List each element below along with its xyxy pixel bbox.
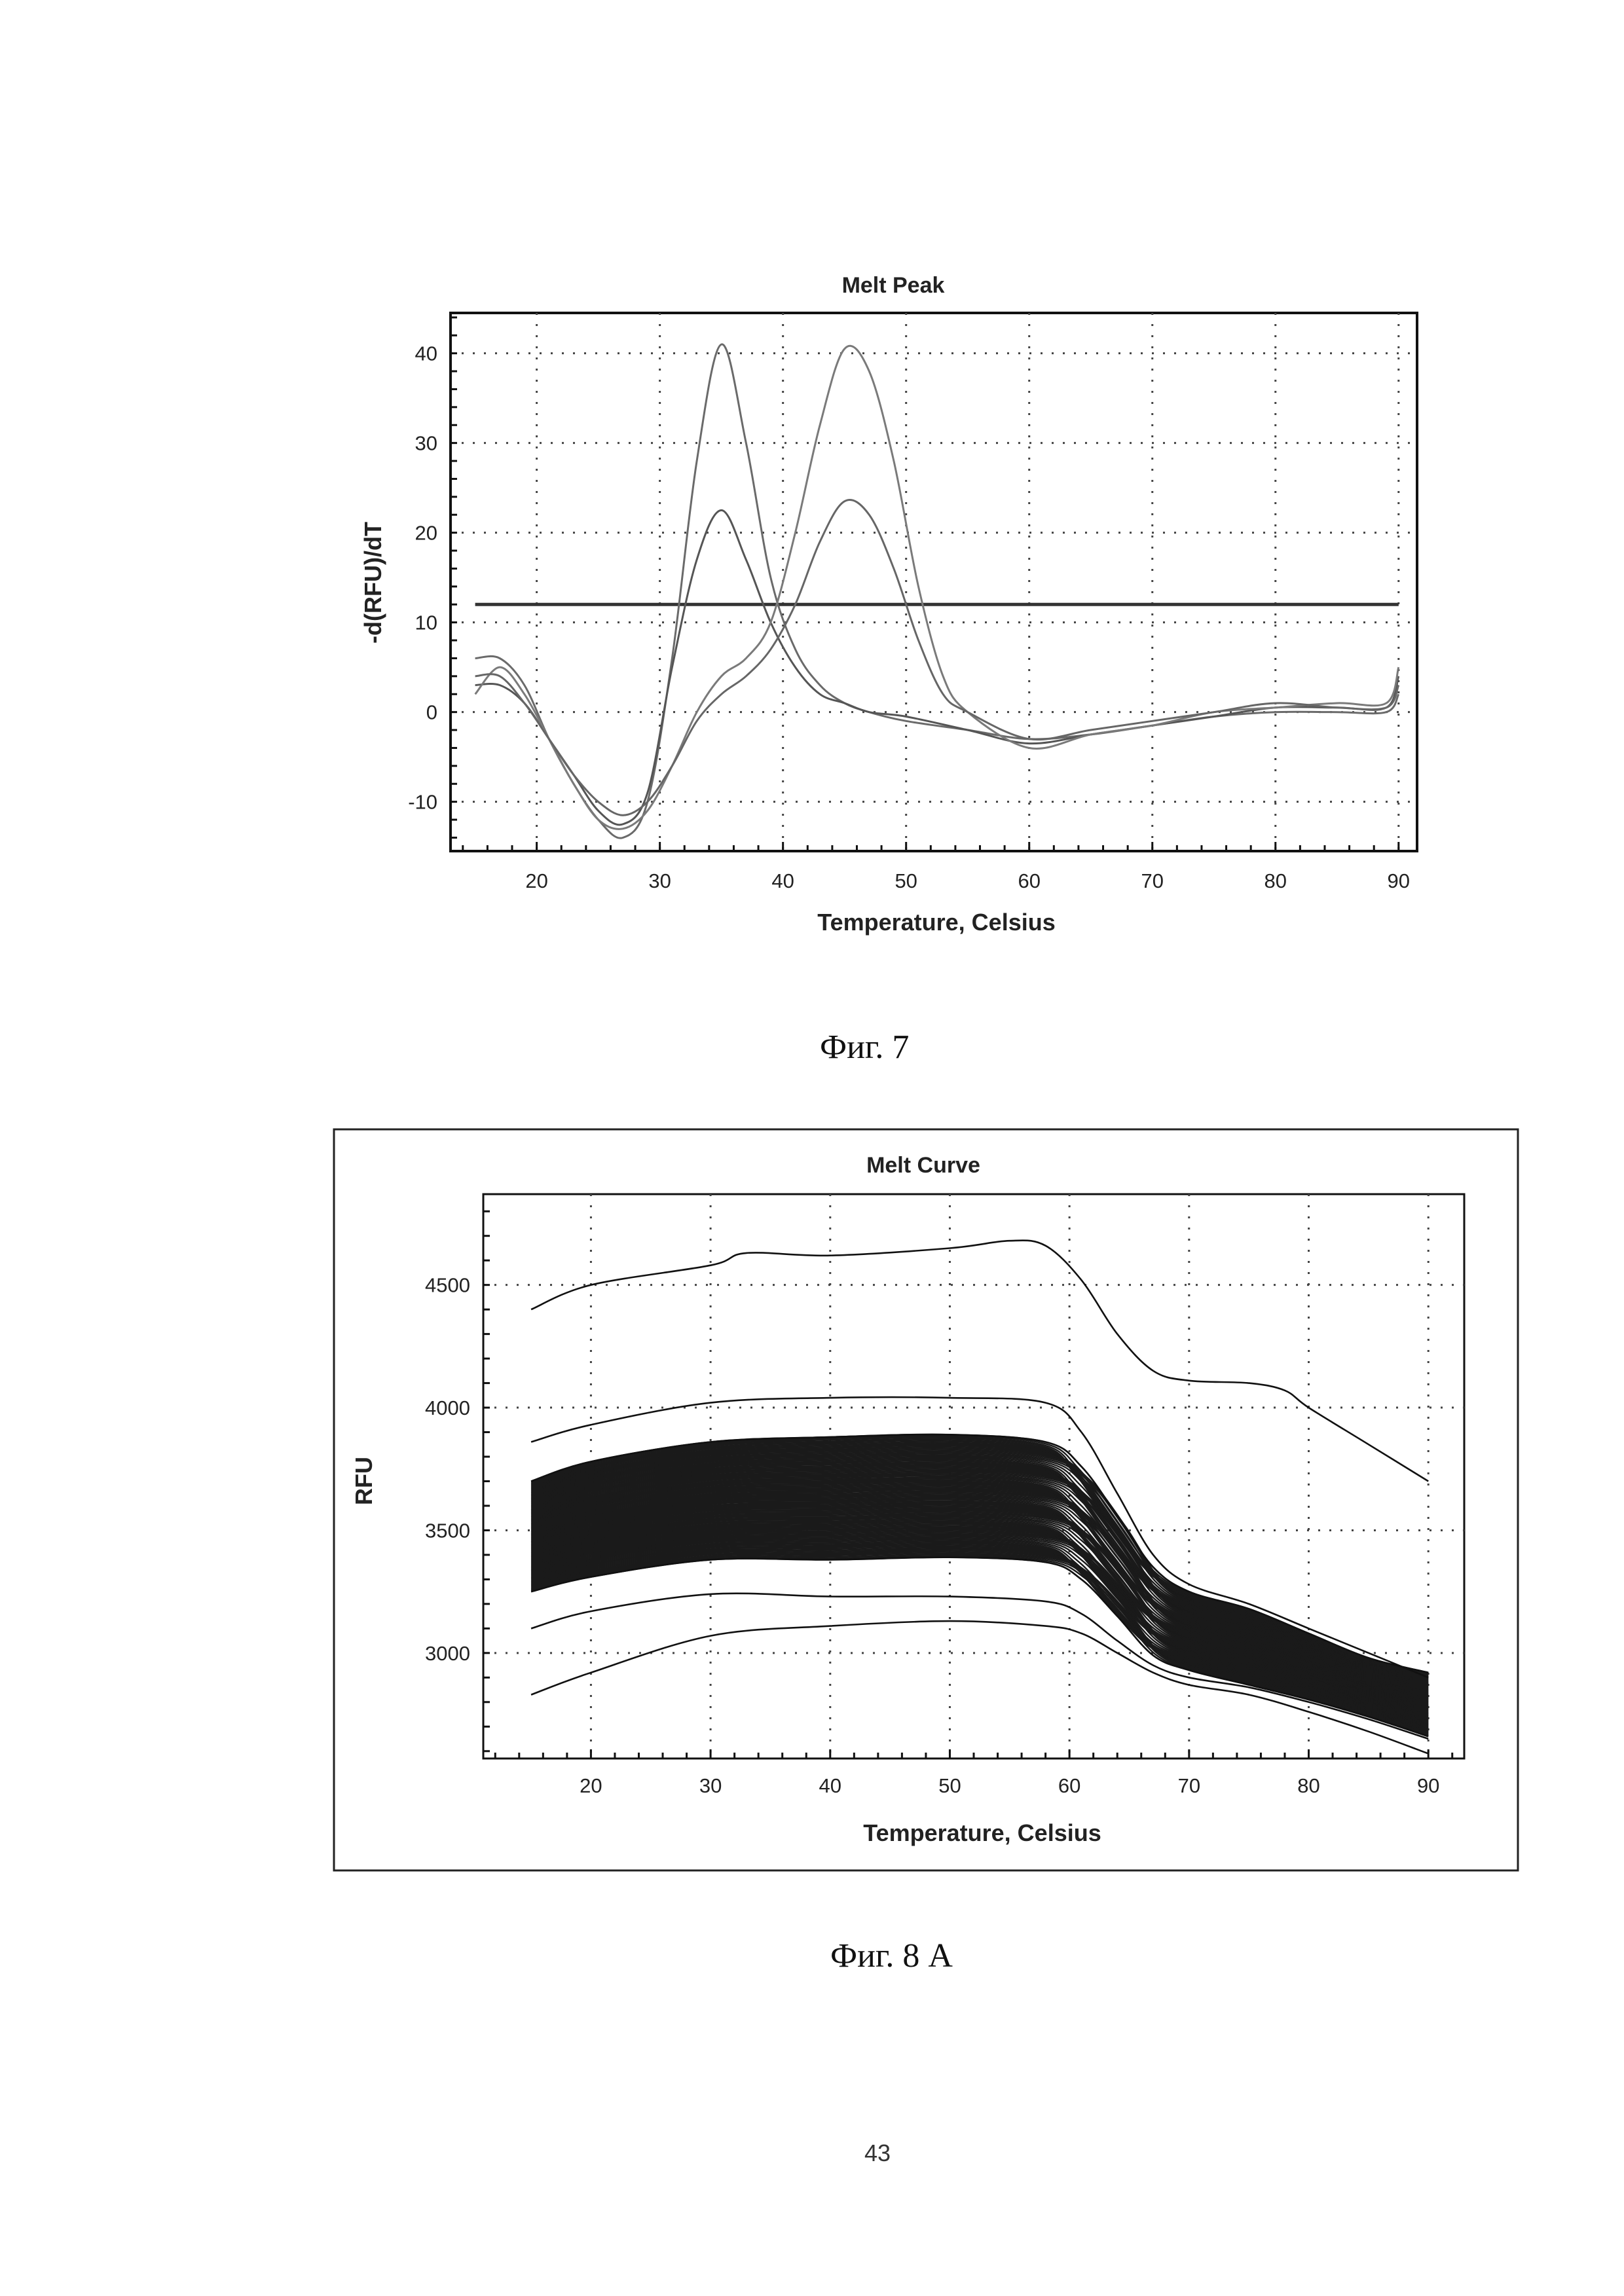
y-tick-label: -10 (408, 791, 437, 814)
y-tick-label: 40 (415, 342, 437, 365)
x-tick-label: 40 (819, 1774, 841, 1797)
x-tick-label: 70 (1178, 1774, 1200, 1797)
y-tick-label: 3000 (425, 1642, 470, 1665)
melt-peak-series-line (475, 499, 1400, 816)
melt-peak-series-line (475, 509, 1400, 826)
x-tick-label: 30 (648, 869, 671, 892)
melt-peak-x-axis-label: Temperature, Celsius (817, 909, 1055, 936)
melt-curve-series-line (530, 1239, 1429, 1482)
x-tick-label: 30 (699, 1774, 722, 1797)
figure-8a-caption: Фиг. 8 А (830, 1937, 953, 1975)
melt-peak-series-line (474, 344, 1400, 830)
x-tick-label: 90 (1388, 869, 1410, 892)
melt-curve-outer-frame (333, 1128, 1519, 1872)
x-tick-label: 80 (1264, 869, 1287, 892)
melt-peak-ticks (451, 316, 1400, 851)
melt-curve-series-line (530, 1396, 1429, 1679)
y-tick-label: 30 (415, 432, 437, 455)
melt-peak-y-axis-label: -d(RFU)/dT (360, 522, 386, 644)
x-tick-label: 60 (1018, 869, 1040, 892)
page-number: 43 (864, 2140, 891, 2166)
y-tick-label: 4500 (425, 1274, 470, 1297)
x-tick-label: 40 (771, 869, 794, 892)
melt-peak-plot-frame (449, 312, 1418, 852)
melt-curve-y-axis-label: RFU (350, 1457, 377, 1505)
melt-curve-chart: Melt Curve 20 30 40 50 60 70 80 90 3000 3500 4000… (333, 1128, 1519, 1872)
figure-7-caption: Фиг. 7 (820, 1029, 910, 1066)
melt-peak-title: Melt Peak (842, 273, 945, 298)
melt-curve-title: Melt Curve (866, 1153, 980, 1178)
x-tick-label: 20 (525, 869, 547, 892)
x-tick-label: 80 (1297, 1774, 1320, 1797)
melt-curve-x-tick-labels: 20 30 40 50 60 70 80 90 (580, 1774, 1439, 1797)
y-tick-label: 0 (426, 701, 437, 724)
melt-peak-y-tick-labels: -10 0 10 20 30 40 (408, 342, 437, 814)
y-tick-label: 3500 (425, 1519, 470, 1542)
melt-curve-series (530, 1239, 1429, 1755)
melt-curve-series-line (530, 1433, 1429, 1674)
melt-curve-ticks (483, 1210, 1454, 1758)
x-tick-label: 20 (580, 1774, 602, 1797)
melt-peak-series (474, 343, 1400, 839)
x-tick-label: 50 (938, 1774, 961, 1797)
melt-peak-chart: Melt Peak 20 30 40 50 60 70 80 90 -10010203040 … (360, 273, 1418, 936)
melt-peak-x-tick-labels: 20 30 40 50 60 70 80 90 (525, 869, 1410, 892)
x-tick-label: 50 (895, 869, 917, 892)
x-tick-label: 90 (1417, 1774, 1439, 1797)
melt-curve-x-axis-label: Temperature, Celsius (863, 1819, 1101, 1846)
x-tick-label: 60 (1058, 1774, 1080, 1797)
y-tick-label: 4000 (425, 1396, 470, 1419)
melt-curve-y-tick-labels: 3000 3500 4000 4500 (425, 1274, 470, 1665)
y-tick-label: 10 (415, 611, 437, 634)
melt-curve-series-line (530, 1620, 1429, 1755)
melt-curve-series-line (530, 1592, 1429, 1740)
x-tick-label: 70 (1141, 869, 1164, 892)
melt-curve-series-line (530, 1556, 1429, 1738)
y-tick-label: 20 (415, 522, 437, 545)
